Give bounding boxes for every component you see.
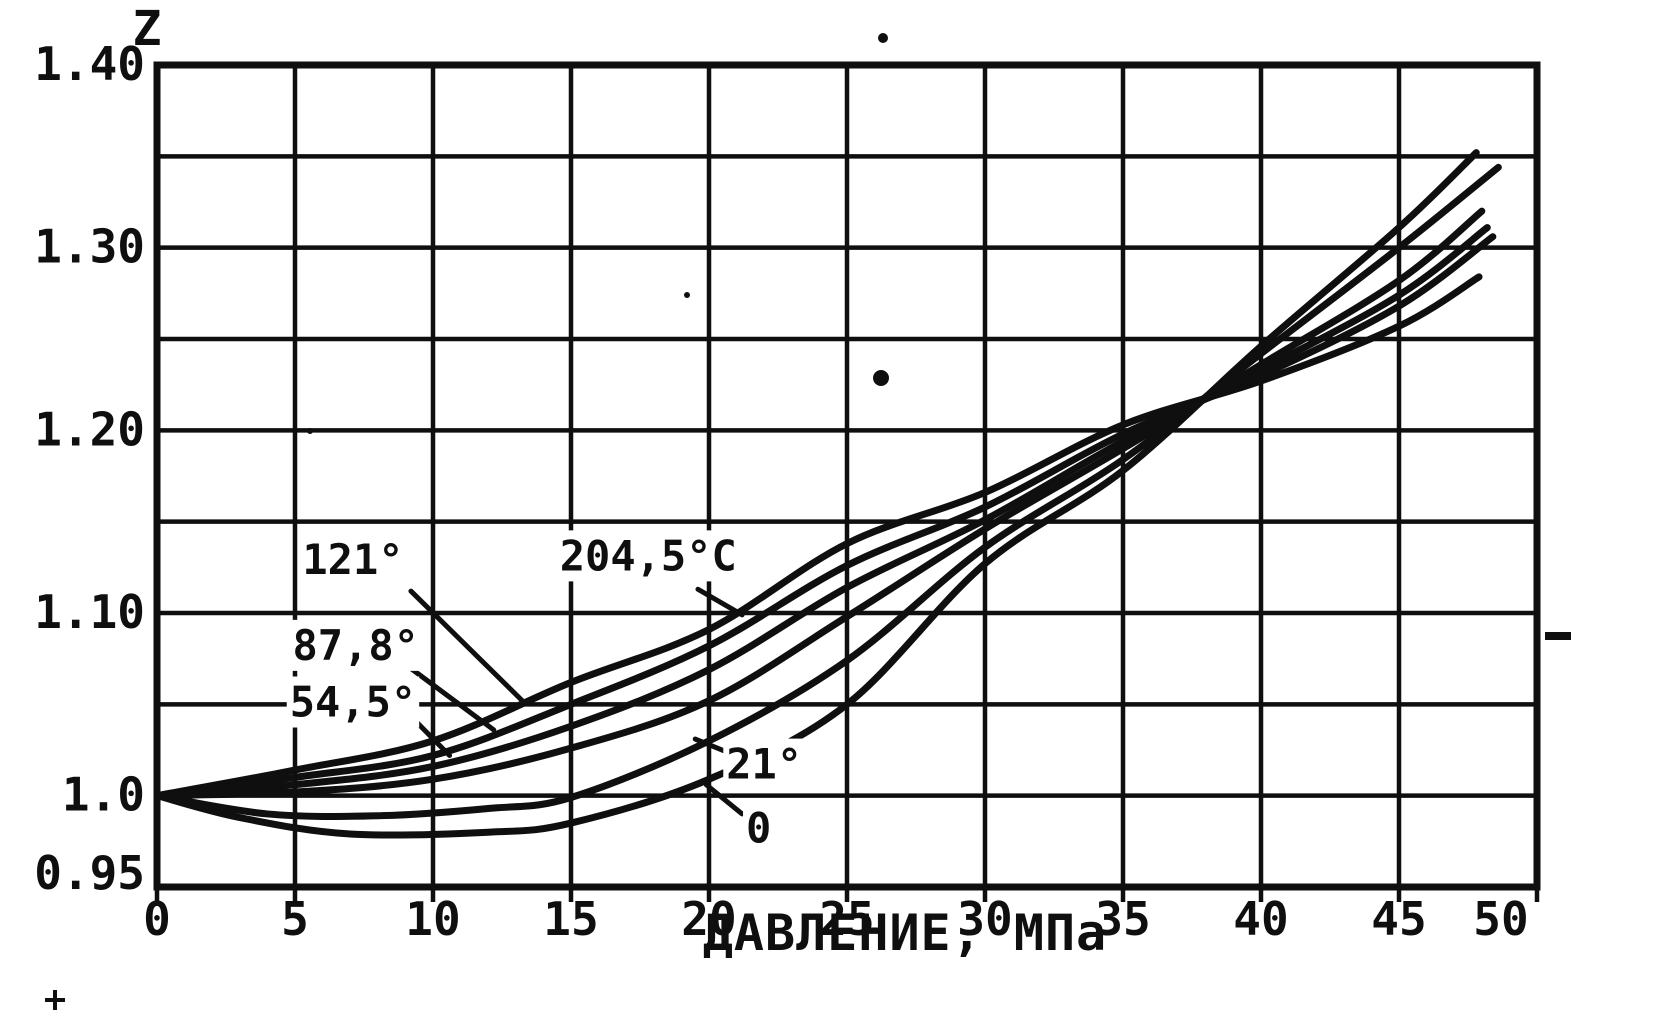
x-tick-label: 50 xyxy=(1473,892,1528,946)
plot-border xyxy=(153,61,1541,891)
tick-layer: 1.401.301.201.101.00.950 5 10 15 20 25 30 35 40 4… xyxy=(34,37,1528,946)
curve-label: 121° xyxy=(302,535,403,584)
x-tick-label: 25 xyxy=(819,892,874,946)
curve-label: 204,5°C xyxy=(560,531,737,580)
x-tick-label: 45 xyxy=(1371,892,1426,946)
annotation-layer: 204,5°C 121° 87,8° 54,5° 21° 0 xyxy=(286,530,806,854)
artifact-layer xyxy=(45,33,1571,1010)
curve-label: 87,8° xyxy=(293,621,419,670)
scan-artifact-dot xyxy=(878,33,888,43)
y-tick-label: 1.40 xyxy=(34,37,145,91)
scan-artifact-dot xyxy=(873,370,889,386)
curve-label-mask xyxy=(556,530,740,582)
x-axis-title: ДАВЛЕНИЕ, МПа xyxy=(703,904,1107,962)
x-tick-label: 40 xyxy=(1233,892,1288,946)
curve-label: 0 xyxy=(746,804,771,853)
x-tick-label: 10 xyxy=(405,892,460,946)
x-tick-label: 0 xyxy=(143,892,171,946)
y-tick-label: 1.10 xyxy=(34,585,145,639)
curve-label-leader xyxy=(695,586,745,618)
scan-artifact-dot xyxy=(684,292,690,298)
curve-121C xyxy=(153,233,1497,800)
scan-artifact-dot xyxy=(307,428,313,434)
curve-label-mask xyxy=(723,738,806,790)
x-tick-label: 30 xyxy=(957,892,1012,946)
curve-label-leader xyxy=(408,588,527,706)
x-tick-label: 35 xyxy=(1095,892,1150,946)
y-tick-label: 1.0 xyxy=(62,768,145,822)
curve-label: 21° xyxy=(726,740,802,789)
y-tick-label: 1.20 xyxy=(34,402,145,456)
curve-204.5C xyxy=(153,273,1483,800)
x-tick-label: 20 xyxy=(681,892,736,946)
curve-label-mask xyxy=(289,619,422,671)
curve-0C xyxy=(153,149,1480,839)
scan-artifact-dash xyxy=(1545,632,1571,640)
x-tick-label: 15 xyxy=(543,892,598,946)
curve-54.5C xyxy=(153,207,1486,800)
y-axis-symbol: Z xyxy=(133,1,162,57)
curve-label: 54,5° xyxy=(290,678,416,727)
x-tick-label: 5 xyxy=(281,892,309,946)
y-tick-label: 0.95 xyxy=(34,846,145,900)
curve-label-mask xyxy=(286,676,420,728)
curve-label-mask xyxy=(299,534,407,586)
curve-label-leader xyxy=(400,659,497,733)
y-tick-label: 1.30 xyxy=(34,220,145,274)
curve-label-leader xyxy=(703,782,745,817)
curve-87.8C xyxy=(153,224,1491,800)
curve-21C xyxy=(153,163,1502,820)
curve-label-mask xyxy=(743,802,775,854)
curve-layer xyxy=(153,149,1502,839)
